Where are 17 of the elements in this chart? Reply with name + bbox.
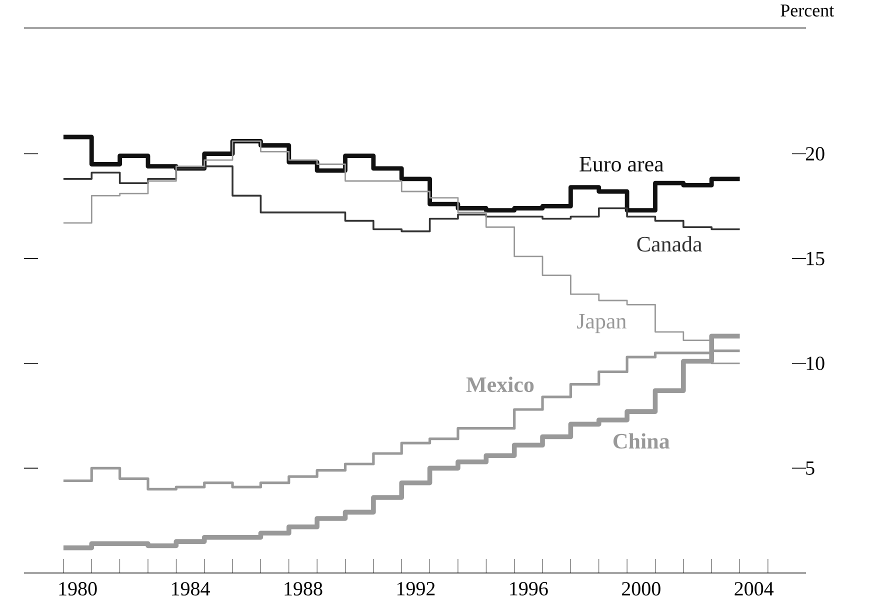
series-label: Euro area	[580, 156, 664, 172]
x-tick-label: 1980	[59, 582, 97, 596]
y-tick-label: 5	[806, 462, 814, 475]
series-label: Mexico	[466, 376, 534, 392]
x-tick-label: 1996	[510, 582, 548, 596]
y-tick-label: 10	[806, 356, 824, 370]
series-label: Canada	[637, 236, 702, 252]
series-label: Japan	[577, 314, 626, 334]
y-axis-title: Percent	[780, 4, 834, 17]
y-tick-label: 20	[806, 147, 824, 161]
y-tick-label: 15	[806, 252, 824, 266]
x-tick-label: 2004	[734, 582, 774, 596]
series-label: China	[613, 433, 670, 449]
x-tick-label: 1992	[397, 582, 435, 596]
x-tick-label: 1984	[172, 582, 210, 596]
x-tick-label: 2000	[622, 582, 660, 596]
x-tick-label: 1988	[284, 582, 322, 596]
